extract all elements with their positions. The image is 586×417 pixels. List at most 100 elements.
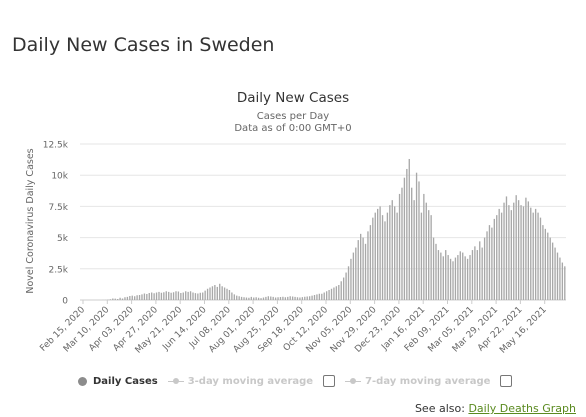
bar <box>338 285 340 300</box>
bar <box>547 232 549 300</box>
y-tick-label: 12.5k <box>43 141 69 151</box>
bar <box>510 210 512 300</box>
bar <box>265 296 267 300</box>
legend-label-3-day-average: 3-day moving average <box>187 375 314 387</box>
bar <box>226 288 228 300</box>
bar <box>360 233 362 300</box>
bar <box>187 291 189 300</box>
bar <box>236 295 238 300</box>
chart-data-timestamp: Data as of 0:00 GMT+0 <box>234 123 351 134</box>
bar <box>418 181 420 300</box>
bar <box>119 297 121 300</box>
bar <box>452 261 454 300</box>
bar <box>158 291 160 300</box>
bar <box>221 286 223 300</box>
bar <box>168 291 170 300</box>
bar <box>423 193 425 300</box>
chart-subtitle: Cases per Day <box>257 111 329 122</box>
bar <box>194 293 197 300</box>
bar <box>386 212 389 300</box>
bar <box>216 286 218 300</box>
legend-item-3-day-average[interactable]: 3-day moving average <box>167 375 314 387</box>
legend-item-7-day-average[interactable]: 7-day moving average <box>345 376 490 387</box>
bar <box>525 197 527 300</box>
toggle-7-day-average[interactable] <box>500 375 513 387</box>
bar <box>486 231 488 300</box>
bar <box>403 177 406 300</box>
bar <box>435 243 437 300</box>
bar <box>112 298 114 300</box>
bar <box>415 172 418 300</box>
bar <box>389 205 391 300</box>
bar <box>532 212 534 300</box>
bar <box>287 296 289 300</box>
bar <box>391 200 393 300</box>
bar <box>177 291 180 300</box>
y-tick-label: 5k <box>57 234 69 244</box>
bar <box>534 208 537 300</box>
bar <box>138 295 141 300</box>
bar <box>462 252 464 300</box>
bar <box>209 287 211 300</box>
bar <box>437 250 440 300</box>
bar <box>428 210 430 300</box>
bar <box>160 292 163 300</box>
bar <box>325 291 328 300</box>
bar <box>243 297 245 300</box>
bar <box>564 266 566 300</box>
y-axis-ticks: 0 2.5k 5k 7.5k 10k 12.5k <box>43 141 69 307</box>
bar <box>163 292 165 300</box>
bar <box>350 258 352 300</box>
bar <box>474 246 476 300</box>
bar <box>304 296 306 300</box>
bar <box>539 217 542 300</box>
y-axis-label: Novel Coronavirus Daily Cases <box>25 148 36 293</box>
bar <box>503 202 505 300</box>
bar <box>369 225 372 300</box>
checkbox-icon[interactable] <box>323 375 336 387</box>
bar <box>170 292 172 300</box>
bar <box>282 296 284 300</box>
bar <box>117 299 119 300</box>
legend-item-daily-cases[interactable]: Daily Cases <box>78 376 158 387</box>
bar <box>411 187 413 300</box>
bar <box>471 250 474 300</box>
bar <box>165 291 167 300</box>
bar <box>289 296 291 300</box>
bar <box>508 205 510 300</box>
bar <box>430 215 432 300</box>
bar <box>279 297 282 300</box>
bar <box>245 297 248 300</box>
bar <box>172 292 175 300</box>
bar <box>556 252 559 300</box>
bar <box>197 293 199 300</box>
bar <box>151 292 153 300</box>
bar <box>481 247 483 300</box>
checkbox-icon[interactable] <box>500 375 513 387</box>
bar <box>250 296 252 300</box>
bar <box>447 255 449 300</box>
bar <box>374 212 376 300</box>
bar <box>530 207 532 300</box>
bar <box>357 240 359 300</box>
toggle-3-day-average[interactable] <box>323 375 336 387</box>
bar <box>542 225 544 300</box>
bar <box>204 290 206 300</box>
bar <box>175 291 177 300</box>
bar <box>515 195 517 300</box>
bar <box>445 250 447 300</box>
bar <box>513 202 515 300</box>
daily-deaths-graph-link[interactable]: Daily Deaths Graph <box>468 402 576 415</box>
bar <box>323 292 325 300</box>
bar <box>355 247 357 300</box>
bar <box>146 294 148 300</box>
bar <box>153 293 155 300</box>
bar <box>262 297 265 300</box>
bar <box>549 237 551 300</box>
bar <box>311 295 313 300</box>
bar <box>231 292 233 300</box>
bar <box>381 215 384 300</box>
bar <box>180 293 182 300</box>
bar <box>420 212 423 300</box>
